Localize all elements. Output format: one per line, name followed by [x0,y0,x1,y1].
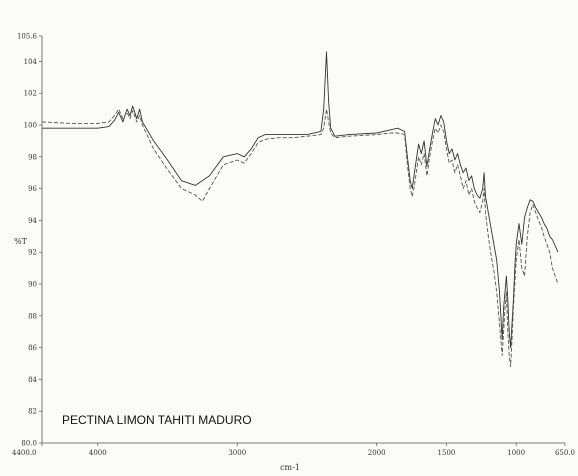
y-tick-label: 94 [28,217,37,225]
x-tick-label: 4400.0 [12,449,37,457]
series-line-1-solid [42,51,559,349]
y-tick-label: 102 [24,90,37,98]
x-tick-label: 4000 [89,449,107,457]
y-tick-label: 84 [28,376,37,384]
y-tick-label: 92 [28,249,37,257]
y-axis-label: %T [14,237,28,246]
x-tick-label: 3000 [228,449,246,457]
y-tick-label: 96 [28,185,37,193]
x-tick-label: 2000 [368,449,386,457]
x-tick-label: 1500 [438,449,456,457]
series-line-2-dashed [41,108,559,368]
x-axis-label: cm-1 [280,463,300,472]
y-tick-label: 86 [28,344,37,352]
y-tick-label: 90 [28,281,37,289]
axis-ticks: 80.0 82 84 86 88 90 92 94 96 98 100 102 104 105.6 4400… [12,33,575,458]
y-tick-label: 105.6 [17,33,38,41]
y-tick-label: 80.0 [21,440,37,448]
axes [41,36,565,444]
x-tick-label: 650.0 [555,449,575,457]
x-tick-label: 1000 [507,449,525,457]
y-tick-label: 104 [24,58,38,66]
y-tick-label: 82 [28,408,37,416]
y-tick-label: 100 [24,122,37,130]
sample-annotation: PECTINA LIMON TAHITI MADURO [62,413,252,427]
y-tick-label: 98 [28,153,37,161]
y-tick-label: 88 [28,312,37,320]
series-group [41,51,559,368]
